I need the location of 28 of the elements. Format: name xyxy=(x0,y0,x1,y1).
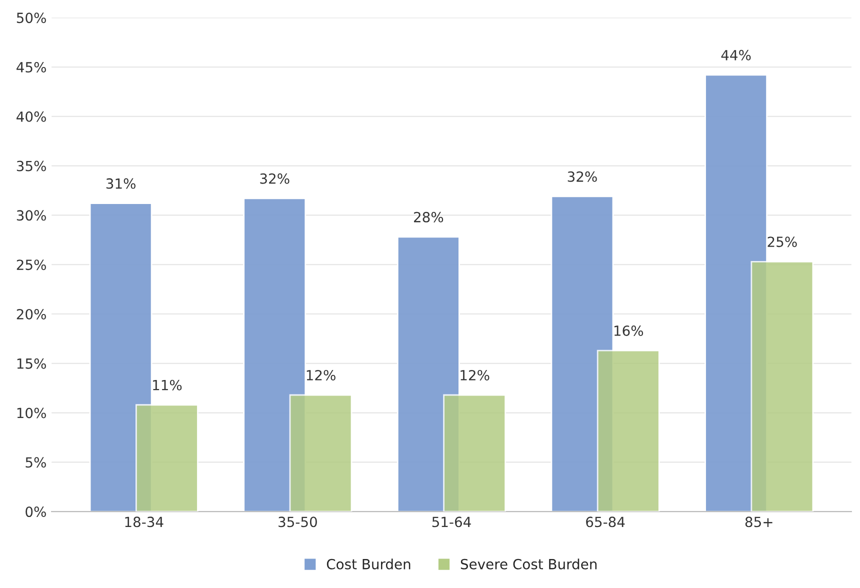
x-tick-label: 65-84 xyxy=(586,516,625,528)
data-label: 12% xyxy=(306,370,336,380)
data-label: 32% xyxy=(260,173,290,184)
data-label: 32% xyxy=(568,171,597,182)
y-tick-label: 10% xyxy=(17,408,46,418)
y-tick-label: 40% xyxy=(16,111,46,122)
x-tick-label: 85+ xyxy=(745,516,772,528)
y-tick-label: 20% xyxy=(16,308,46,320)
y-tick-label: 15% xyxy=(17,358,46,369)
y-tick-label: 50% xyxy=(16,12,46,24)
x-tick-label: 35-50 xyxy=(278,516,317,528)
y-tick-label: 35% xyxy=(16,160,46,172)
y-tick-label: 5% xyxy=(26,457,46,468)
x-tick-label: 51-64 xyxy=(432,516,471,528)
y-tick-label: 45% xyxy=(16,62,46,73)
data-label: 28% xyxy=(414,212,444,222)
y-tick-label: 30% xyxy=(16,210,46,221)
y-tick-label: 0% xyxy=(26,506,46,518)
data-label: 25% xyxy=(768,236,797,248)
data-label: 12% xyxy=(460,370,490,380)
data-label: 44% xyxy=(721,50,751,60)
data-label: 11% xyxy=(153,380,182,390)
x-tick-label: 18-34 xyxy=(125,516,164,528)
data-label: 31% xyxy=(106,178,136,189)
y-tick-label: 25% xyxy=(16,260,46,270)
legend-label: Cost Burden xyxy=(326,558,410,570)
legend-label: Severe Cost Burden xyxy=(460,558,597,570)
data-label: 16% xyxy=(614,325,644,336)
